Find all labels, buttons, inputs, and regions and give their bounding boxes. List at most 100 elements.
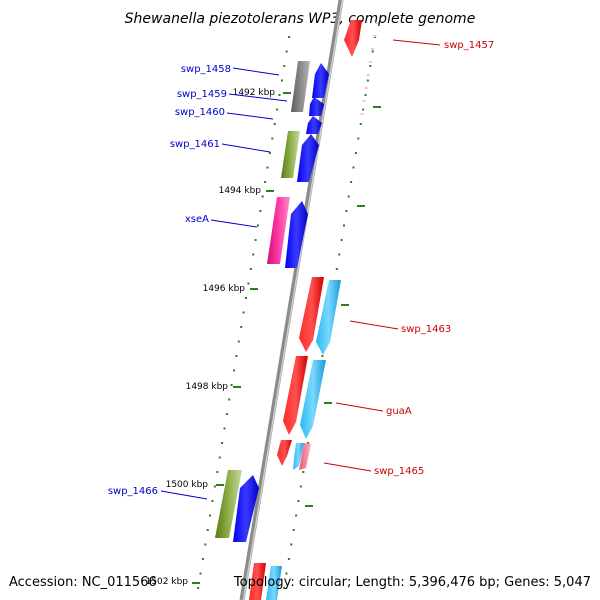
gene-arrow-swp-1458-blue[interactable] — [312, 63, 329, 98]
guide-dot — [352, 166, 355, 169]
gene-arrow-swp-1457[interactable] — [344, 20, 362, 57]
gene-arrow-swp-1461-blue[interactable] — [297, 134, 319, 182]
gene-arrow-guaA-cyan[interactable] — [300, 360, 326, 439]
gene-arrow-bottom-red[interactable] — [249, 563, 266, 600]
gene-labels: swp_1457 swp_1458 swp_1459 swp_1460 swp_… — [108, 40, 494, 497]
gene-arrow-swp-1460-blue[interactable] — [306, 116, 322, 134]
guide-dot — [211, 500, 214, 502]
ghost-mark — [360, 113, 364, 115]
gene-label-swp-1465[interactable]: swp_1465 — [374, 466, 424, 477]
gene-arrow-swp-1466-olive[interactable] — [215, 470, 242, 538]
leader-swp-1458 — [232, 67, 280, 76]
guide-dot — [221, 442, 224, 444]
guide-dot — [299, 485, 302, 488]
genome-backbone-highlight — [242, 0, 344, 600]
guide-dot — [285, 572, 288, 575]
tick-mark — [283, 92, 291, 94]
guide-dot — [209, 514, 212, 517]
guide-dot — [259, 210, 262, 212]
accession-text: Accession: NC_011566 — [9, 575, 157, 590]
guide-dot — [292, 529, 295, 531]
guide-dot — [295, 514, 298, 517]
genome-backbone — [239, 0, 344, 600]
gene-arrow-swp-1461-olive[interactable] — [281, 131, 300, 178]
gene-arrow-swp-1466-blue[interactable] — [233, 475, 259, 542]
tick-mark — [216, 484, 224, 486]
guide-dot — [357, 137, 360, 140]
guide-dot — [268, 152, 271, 154]
gene-arrow-swp-1465-red[interactable] — [277, 440, 292, 466]
guide-dot — [340, 239, 343, 241]
tick-mark — [250, 288, 258, 290]
leader-swp-1466 — [160, 490, 208, 500]
gene-label-xseA[interactable]: xseA — [185, 214, 209, 225]
gene-arrow-xseA-blue[interactable] — [285, 201, 308, 268]
guide-dot — [247, 282, 250, 285]
guide-dot — [235, 355, 238, 357]
gene-label-swp-1461[interactable]: swp_1461 — [170, 139, 220, 150]
gene-arrow-xseA-magenta[interactable] — [267, 197, 290, 264]
guide-dot — [307, 442, 310, 444]
guide-dot — [280, 79, 283, 82]
guide-dot — [347, 195, 350, 198]
guide-dot — [302, 471, 305, 473]
leader-swp-1460 — [226, 112, 274, 120]
ghost-mark — [373, 35, 377, 37]
forward-strand-genes — [249, 20, 362, 600]
leader-swp-1459 — [228, 93, 288, 102]
guide-dot — [266, 166, 269, 169]
gene-arrow-swp-1463-red[interactable] — [299, 277, 324, 352]
ghost-mark — [375, 22, 379, 24]
guide-dot — [350, 181, 353, 183]
gene-label-swp-1466[interactable]: swp_1466 — [108, 486, 158, 497]
gene-label-swp-1458[interactable]: swp_1458 — [181, 64, 231, 75]
guide-dot — [285, 50, 288, 53]
gene-arrow-swp-1459-blue[interactable] — [309, 97, 324, 116]
leader-swp-1463 — [349, 320, 399, 330]
tick-mark — [192, 582, 200, 584]
gene-label-swp-1460[interactable]: swp_1460 — [175, 107, 225, 118]
guide-dot — [278, 94, 281, 96]
gene-arrow-swp-1465-cyan[interactable] — [293, 443, 304, 470]
guide-dot — [364, 94, 367, 96]
ghost-mark — [364, 87, 368, 89]
guide-dot — [197, 587, 200, 589]
tick-marks: 1492 kbp 1494 kbp 1496 kbp 1498 kbp 1500… — [146, 88, 291, 587]
ghost-mark — [371, 48, 375, 50]
guide-dot — [242, 311, 245, 314]
guide-dot — [225, 413, 228, 415]
leader-swp-1465 — [323, 462, 372, 472]
gene-arrow-bottom-cyan[interactable] — [266, 566, 282, 600]
guide-dot — [213, 485, 216, 488]
guide-dot — [233, 369, 235, 372]
gene-label-swp-1463[interactable]: swp_1463 — [401, 324, 451, 335]
guide-dot — [354, 152, 357, 154]
leader-xseA — [210, 219, 258, 228]
gene-arrow-swp-1463-cyan[interactable] — [316, 280, 341, 355]
ghost-mark — [368, 61, 372, 63]
gene-label-guaA[interactable]: guaA — [386, 406, 412, 417]
guide-dot — [343, 224, 345, 227]
outer-ring-dash — [305, 505, 313, 507]
gene-label-swp-1459[interactable]: swp_1459 — [177, 89, 227, 100]
guide-dot — [261, 195, 264, 198]
reverse-strand-genes — [215, 61, 329, 542]
outer-ring-dash — [341, 304, 349, 306]
map-title: Shewanella piezotolerans WP3, complete g… — [125, 11, 476, 27]
guide-dot — [359, 123, 362, 125]
tick-label: 1498 kbp — [186, 382, 229, 392]
gene-arrow-guaA-red[interactable] — [283, 356, 308, 435]
outer-ring-dashes — [305, 106, 381, 507]
gene-arrow-swp-1458-gray[interactable] — [291, 61, 310, 112]
leader-swp-1461 — [221, 143, 271, 153]
ghost-mark — [366, 74, 370, 76]
gene-label-swp-1457[interactable]: swp_1457 — [444, 40, 494, 51]
guide-dot — [321, 355, 324, 357]
tick-label: 1494 kbp — [219, 186, 262, 196]
tick-label: 1502 kbp — [146, 577, 189, 587]
guide-dot — [199, 572, 202, 575]
guide-dot — [276, 108, 279, 111]
gene-arrow-swp-1465-pink[interactable] — [299, 443, 311, 470]
tick-label: 1492 kbp — [233, 88, 276, 98]
